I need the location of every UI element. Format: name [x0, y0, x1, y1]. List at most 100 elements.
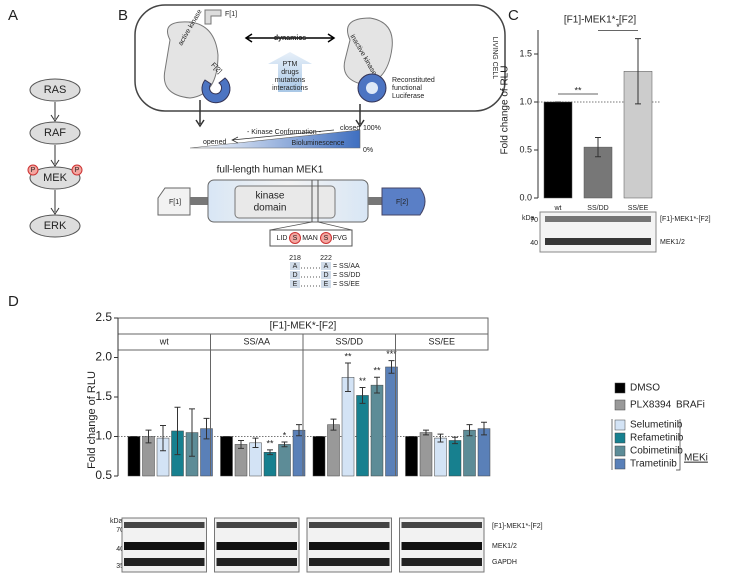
- mut: = SS/AA: [333, 263, 360, 270]
- marker: 70: [530, 217, 538, 224]
- ser: [320, 232, 332, 244]
- error-bar: [296, 424, 302, 437]
- mut-box: [321, 262, 331, 270]
- legend-label: PLX8394: [630, 400, 672, 411]
- label: - Kinase Conformation -: [247, 129, 322, 136]
- mut-box: [290, 280, 300, 288]
- band: [124, 522, 205, 528]
- kda: kDa: [110, 518, 123, 525]
- f1-label: F[1]: [169, 199, 181, 206]
- band: [545, 216, 651, 222]
- bar: [312, 436, 326, 477]
- phospho: [71, 164, 83, 176]
- band: [216, 558, 297, 566]
- arrow: [231, 129, 335, 144]
- band-label: [F1]-MEK1*-[F2]: [492, 523, 543, 530]
- mut: D: [292, 272, 297, 279]
- seq: FVG: [333, 235, 347, 242]
- label: closed: [340, 125, 360, 132]
- band: [216, 522, 297, 528]
- kda: kDa: [522, 215, 535, 222]
- band-label: MEK1/2: [660, 239, 685, 246]
- node: [29, 214, 81, 238]
- marker: 40: [530, 240, 538, 247]
- bar: [477, 428, 491, 477]
- significance: **: [344, 351, 352, 361]
- band-label: [F1]-MEK1*-[F2]: [660, 216, 711, 223]
- bar: [434, 437, 447, 477]
- mut-box: [321, 271, 331, 279]
- band: [309, 522, 390, 528]
- legend-swatch: [614, 458, 626, 470]
- mut: A: [293, 263, 298, 270]
- bar: [448, 440, 462, 477]
- significance: ***: [386, 349, 397, 359]
- dynamics: dynamics: [274, 35, 306, 42]
- marker: 70: [116, 527, 124, 534]
- band: [124, 558, 205, 566]
- node-label: RAF: [44, 127, 66, 139]
- y-tick-label: 1.0: [95, 429, 112, 443]
- zoom: [269, 221, 353, 231]
- linker: [368, 197, 382, 205]
- label: 0%: [363, 147, 373, 154]
- mut: E: [293, 281, 298, 288]
- panel-label: A: [8, 7, 18, 24]
- modulator: interactions: [272, 85, 308, 92]
- legend-label: Cobimetinib: [630, 446, 683, 457]
- node: [29, 121, 81, 145]
- bar: [263, 452, 277, 477]
- y-tick-label: 1.0: [519, 96, 532, 106]
- significance: **: [266, 438, 274, 448]
- bar: [543, 101, 573, 199]
- bar: [463, 429, 476, 477]
- f1-label: F[1]: [225, 11, 237, 18]
- error-bar: [481, 421, 487, 436]
- band-label: GAPDH: [492, 559, 517, 566]
- bracket: [611, 419, 681, 471]
- band: [545, 238, 651, 245]
- gradient: [189, 129, 361, 149]
- mut: = SS/DD: [333, 272, 360, 279]
- band: [401, 558, 482, 566]
- panel-label: C: [508, 7, 519, 24]
- site: [311, 180, 319, 222]
- position: 222: [320, 255, 332, 262]
- error-bar: [345, 362, 351, 392]
- f2: [381, 187, 426, 216]
- f2-label: F[2]: [396, 199, 408, 206]
- error-bar: [252, 437, 259, 449]
- kinase-domain: [234, 185, 336, 219]
- error-bar: [238, 439, 244, 449]
- label: domain: [254, 203, 287, 214]
- luciferase-label: functional: [392, 85, 422, 92]
- error-bar: [437, 433, 444, 443]
- y-tick-label: 2.5: [95, 310, 112, 324]
- pathway: P P RAS RAF MEK ERK: [27, 78, 83, 238]
- error-bar: [174, 406, 181, 456]
- legend-swatch: [614, 399, 626, 411]
- error-bar: [281, 441, 288, 448]
- bar: [341, 377, 355, 477]
- legend-label: DMSO: [630, 383, 660, 394]
- panel-label: D: [8, 293, 19, 310]
- error-bar: [160, 424, 166, 452]
- error-bar: [595, 137, 601, 158]
- bar: [370, 384, 384, 477]
- modulator: mutations: [275, 77, 306, 84]
- arrow: [50, 102, 60, 215]
- legend-swatch: [614, 432, 626, 444]
- bar: [234, 444, 248, 477]
- mut-box: [290, 271, 300, 279]
- legend-label: Selumetinib: [630, 420, 683, 431]
- marker: 35: [116, 563, 124, 570]
- node-label: ERK: [44, 220, 67, 232]
- error-bar: [423, 429, 429, 436]
- legend-swatch: [614, 382, 626, 394]
- band: [401, 542, 482, 550]
- band: [401, 522, 482, 528]
- error-bar: [452, 436, 458, 445]
- cell-label: LIVING CELL: [491, 37, 498, 80]
- y-tick-label: 0.5: [519, 144, 532, 154]
- modulator: PTM: [283, 61, 298, 68]
